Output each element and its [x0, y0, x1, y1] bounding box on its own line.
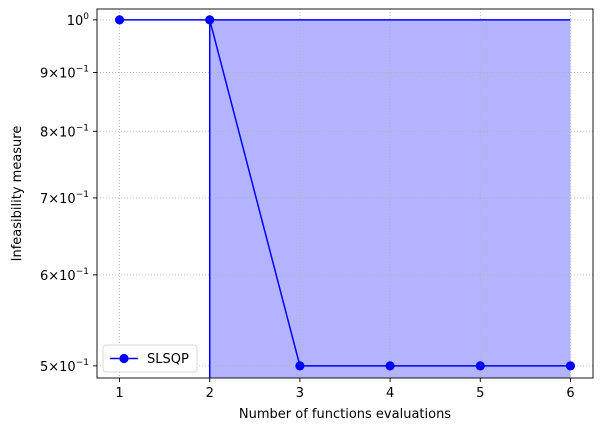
y-tick-label: 100 — [67, 12, 90, 29]
x-tick-label: 2 — [206, 386, 214, 401]
plot-frame — [96, 8, 594, 379]
series-line — [119, 19, 571, 367]
x-tick-label: 3 — [296, 386, 304, 401]
legend-label: SLSQP — [147, 352, 189, 367]
y-tick-label: 6×10−1 — [40, 267, 89, 284]
x-tick-label: 1 — [115, 386, 123, 401]
data-point — [385, 361, 395, 371]
y-axis-ticks: 5×10−1 6×10−1 7×10−1 8×10−1 9×10−1 100 — [40, 12, 97, 375]
data-point — [205, 15, 215, 25]
data-point — [295, 361, 305, 371]
y-tick-label: 7×10−1 — [40, 190, 89, 207]
y-tick-label: 8×10−1 — [40, 123, 89, 140]
x-axis-ticks: 1 2 3 4 5 6 — [115, 378, 575, 401]
y-tick-label: 9×10−1 — [40, 64, 89, 81]
x-tick-label: 6 — [566, 386, 574, 401]
data-point — [114, 15, 125, 25]
x-tick-label: 4 — [386, 386, 394, 401]
y-axis-label: Infeasibility measure — [10, 126, 25, 262]
x-axis-label: Number of functions evaluations — [239, 407, 451, 422]
data-point — [565, 361, 576, 371]
legend-box — [102, 344, 198, 373]
series-layer — [114, 15, 576, 378]
legend: SLSQP — [102, 344, 198, 373]
legend-marker — [119, 353, 129, 364]
data-point — [475, 361, 485, 371]
y-tick-label: 5×10−1 — [40, 358, 89, 375]
x-tick-label: 5 — [476, 386, 484, 401]
